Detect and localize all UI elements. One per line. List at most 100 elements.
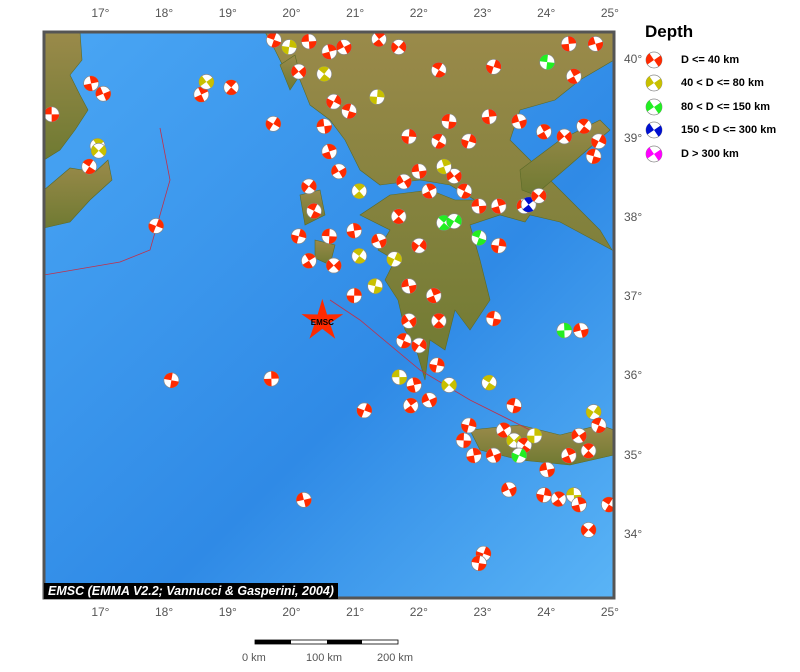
earthquake-focal-mechanism[interactable] (566, 68, 582, 85)
earthquake-focal-mechanism[interactable] (367, 278, 384, 294)
earthquake-focal-mechanism[interactable] (390, 39, 407, 55)
earthquake-focal-mechanism[interactable] (485, 58, 502, 75)
earthquake-focal-mechanism[interactable] (485, 447, 502, 464)
earthquake-focal-mechanism[interactable] (395, 173, 412, 190)
earthquake-focal-mechanism[interactable] (421, 392, 438, 408)
earthquake-focal-mechanism[interactable] (341, 103, 357, 120)
earthquake-focal-mechanism[interactable] (266, 32, 282, 48)
earthquake-focal-mechanism[interactable] (536, 123, 552, 140)
earthquake-focal-mechanism[interactable] (441, 377, 457, 393)
earthquake-focal-mechanism[interactable] (391, 369, 408, 385)
earthquake-focal-mechanism[interactable] (301, 178, 317, 195)
earthquake-focal-mechanism[interactable] (395, 332, 412, 349)
earthquake-focal-mechanism[interactable] (556, 322, 573, 339)
earthquake-focal-mechanism[interactable] (506, 397, 522, 414)
earthquake-focal-mechanism[interactable] (526, 427, 543, 444)
earthquake-focal-mechanism[interactable] (44, 106, 60, 123)
earthquake-focal-mechanism[interactable] (556, 128, 573, 145)
earthquake-focal-mechanism[interactable] (411, 337, 427, 354)
earthquake-focal-mechanism[interactable] (481, 108, 498, 125)
earthquake-focal-mechanism[interactable] (325, 257, 342, 274)
earthquake-focal-mechanism[interactable] (580, 522, 597, 538)
earthquake-focal-mechanism[interactable] (163, 372, 180, 389)
earthquake-focal-mechanism[interactable] (290, 63, 307, 80)
earthquake-focal-mechanism[interactable] (356, 402, 373, 419)
earthquake-focal-mechanism[interactable] (325, 93, 342, 110)
earthquake-focal-mechanism[interactable] (321, 43, 338, 60)
earthquake-focal-mechanism[interactable] (441, 113, 457, 130)
earthquake-focal-mechanism[interactable] (455, 432, 472, 449)
earthquake-focal-mechanism[interactable] (490, 237, 507, 254)
earthquake-focal-mechanism[interactable] (346, 287, 363, 304)
earthquake-focal-mechanism[interactable] (321, 228, 338, 245)
earthquake-focal-mechanism[interactable] (306, 203, 322, 219)
earthquake-focal-mechanism[interactable] (576, 118, 592, 135)
earthquake-focal-mechanism[interactable] (580, 442, 597, 459)
earthquake-focal-mechanism[interactable] (198, 74, 215, 90)
earthquake-focal-mechanism[interactable] (530, 188, 547, 204)
earthquake-focal-mechanism[interactable] (351, 248, 368, 264)
earthquake-focal-mechanism[interactable] (390, 208, 407, 225)
earthquake-focal-mechanism[interactable] (471, 555, 487, 572)
earthquake-focal-mechanism[interactable] (263, 370, 280, 387)
earthquake-focal-mechanism[interactable] (301, 252, 317, 269)
earthquake-focal-mechanism[interactable] (401, 128, 417, 145)
earthquake-focal-mechanism[interactable] (585, 148, 602, 165)
earthquake-focal-mechanism[interactable] (369, 89, 385, 105)
earthquake-focal-mechanism[interactable] (148, 218, 164, 234)
earthquake-focal-mechanism[interactable] (90, 142, 107, 159)
earthquake-focal-mechanism[interactable] (411, 163, 427, 180)
earthquake-focal-mechanism[interactable] (316, 118, 333, 135)
earthquake-focal-mechanism[interactable] (460, 133, 477, 150)
earthquake-focal-mechanism[interactable] (301, 33, 317, 50)
earthquake-focal-mechanism[interactable] (371, 32, 387, 47)
earthquake-focal-mechanism[interactable] (590, 133, 607, 150)
earthquake-focal-mechanism[interactable] (446, 213, 462, 230)
earthquake-focal-mechanism[interactable] (501, 481, 517, 498)
earthquake-focal-mechanism[interactable] (402, 397, 419, 414)
earthquake-focal-mechanism[interactable] (431, 62, 447, 78)
earthquake-focal-mechanism[interactable] (331, 163, 347, 180)
earthquake-focal-mechanism[interactable] (401, 313, 417, 329)
earthquake-focal-mechanism[interactable] (466, 447, 482, 464)
earthquake-focal-mechanism[interactable] (81, 158, 98, 175)
earthquake-focal-mechanism[interactable] (539, 461, 555, 478)
earthquake-focal-mechanism[interactable] (431, 133, 447, 150)
earthquake-focal-mechanism[interactable] (321, 143, 338, 160)
earthquake-focal-mechanism[interactable] (371, 233, 387, 249)
earthquake-focal-mechanism[interactable] (587, 36, 604, 52)
earthquake-focal-mechanism[interactable] (431, 313, 447, 329)
earthquake-focal-mechanism[interactable] (336, 39, 352, 55)
earthquake-focal-mechanism[interactable] (401, 278, 417, 294)
earthquake-focal-mechanism[interactable] (421, 183, 438, 199)
earthquake-focal-mechanism[interactable] (351, 183, 368, 199)
earthquake-focal-mechanism[interactable] (290, 228, 307, 245)
earthquake-focal-mechanism[interactable] (471, 229, 487, 246)
earthquake-focal-mechanism[interactable] (456, 183, 473, 199)
earthquake-focal-mechanism[interactable] (481, 374, 498, 391)
earthquake-focal-mechanism[interactable] (490, 198, 507, 215)
earthquake-focal-mechanism[interactable] (485, 310, 502, 327)
earthquake-focal-mechanism[interactable] (511, 113, 527, 130)
earthquake-focal-mechanism[interactable] (436, 158, 452, 175)
earthquake-focal-mechanism[interactable] (571, 427, 587, 444)
earthquake-focal-mechanism[interactable] (446, 168, 462, 184)
earthquake-focal-mechanism[interactable] (590, 417, 607, 434)
earthquake-focal-mechanism[interactable] (460, 417, 477, 434)
earthquake-focal-mechanism[interactable] (411, 237, 427, 254)
earthquake-focal-mechanism[interactable] (346, 222, 363, 239)
earthquake-focal-mechanism[interactable] (560, 36, 577, 52)
earthquake-focal-mechanism[interactable] (471, 198, 487, 215)
earthquake-focal-mechanism[interactable] (560, 447, 577, 464)
earthquake-focal-mechanism[interactable] (223, 79, 240, 96)
earthquake-focal-mechanism[interactable] (95, 85, 112, 102)
earthquake-focal-mechanism[interactable] (265, 115, 282, 132)
earthquake-focal-mechanism[interactable] (386, 251, 403, 268)
earthquake-focal-mechanism[interactable] (316, 66, 333, 82)
earthquake-focal-mechanism[interactable] (429, 357, 445, 374)
earthquake-focal-mechanism[interactable] (406, 377, 422, 393)
earthquake-focal-mechanism[interactable] (585, 404, 602, 420)
earthquake-focal-mechanism[interactable] (495, 422, 512, 439)
earthquake-focal-mechanism[interactable] (573, 322, 589, 339)
earthquake-focal-mechanism[interactable] (539, 54, 555, 70)
